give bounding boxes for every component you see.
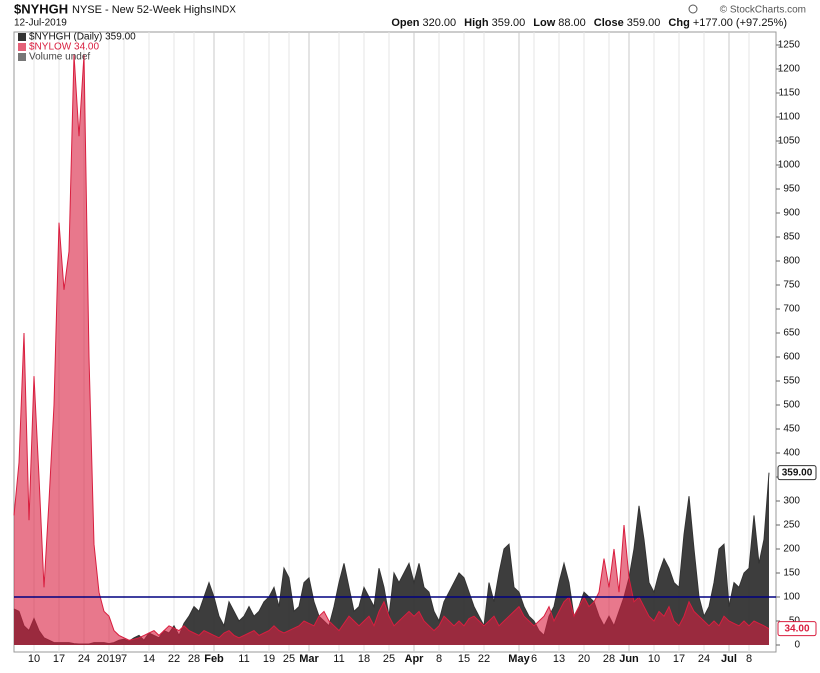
y-tick-label: 550 (783, 376, 800, 387)
area-fill (14, 54, 769, 646)
x-tick-label: May (508, 653, 530, 665)
y-tick-label: 650 (783, 328, 800, 339)
x-tick-label: 20 (578, 653, 590, 665)
legend-label: $NYHGH (Daily) 359.00 (29, 32, 136, 43)
legend-label: $NYLOW 34.00 (29, 42, 99, 53)
x-tick-label: 25 (283, 653, 295, 665)
x-tick-label: 28 (603, 653, 615, 665)
area-line (13, 472, 770, 645)
x-tick-label: 8 (746, 653, 752, 665)
x-tick-label: 14 (143, 653, 155, 665)
x-tick-label: Feb (204, 653, 224, 665)
logo-icon (688, 4, 698, 14)
y-tick-label: 50 (789, 616, 801, 627)
x-tick-label: 24 (78, 653, 90, 665)
x-tick-label: 18 (358, 653, 370, 665)
y-tick-label: 750 (783, 280, 800, 291)
quote-value: 88.00 (558, 17, 586, 29)
x-tick-label: 22 (168, 653, 180, 665)
x-tick-label: Jun (619, 653, 639, 665)
date: 12-Jul-2019 (14, 18, 67, 29)
symbol: $NYHGH (14, 1, 68, 16)
plot-frame (13, 31, 777, 653)
y-tick-label: 250 (783, 520, 800, 531)
x-tick-label: 25 (383, 653, 395, 665)
quote-value: 320.00 (423, 17, 457, 29)
y-tick-label: 0 (794, 640, 800, 651)
quote-label: High (464, 17, 489, 29)
x-tick-label: 15 (458, 653, 470, 665)
legend-swatch (18, 33, 26, 41)
end-label-box (777, 621, 817, 637)
y-tick-label: 1200 (778, 64, 801, 75)
y-tick-label: 400 (783, 448, 800, 459)
x-tick-label: Jul (721, 653, 737, 665)
quote-label: Chg (668, 17, 689, 29)
y-tick-label: 500 (783, 400, 800, 411)
y-tick-label: 800 (783, 256, 800, 267)
description: NYSE - New 52-Week Highs (72, 4, 212, 16)
x-tick-label: 19 (263, 653, 275, 665)
legend-swatch (18, 43, 26, 51)
quote-label: Close (594, 17, 624, 29)
x-tick-label: 17 (53, 653, 65, 665)
quote-label: Open (391, 17, 419, 29)
y-tick-label: 150 (783, 568, 800, 579)
end-label: 34.00 (784, 623, 809, 634)
y-tick-label: 1150 (778, 88, 800, 99)
x-tick-label: 24 (698, 653, 710, 665)
x-tick-label: 8 (436, 653, 442, 665)
x-tick-label: 7 (121, 653, 127, 665)
copyright: © StockCharts.com (720, 5, 806, 16)
y-tick-label: 450 (783, 424, 800, 435)
area-line (13, 54, 770, 641)
quote-value: 359.00 (627, 17, 661, 29)
quote-value: +177.00 (+97.25%) (693, 17, 787, 29)
x-tick-label: 10 (28, 653, 40, 665)
end-label: 359.00 (782, 467, 813, 478)
x-tick-label: 28 (188, 653, 200, 665)
exchange: INDX (212, 5, 236, 16)
x-tick-label: 10 (648, 653, 660, 665)
x-tick-label: 11 (238, 653, 249, 665)
y-tick-label: 1250 (778, 40, 801, 51)
y-tick-label: 300 (783, 496, 800, 507)
y-tick-label: 900 (783, 208, 800, 219)
quote-label: Low (533, 17, 555, 29)
x-tick-label: Mar (299, 653, 319, 665)
x-tick-label: 13 (553, 653, 565, 665)
y-tick-label: 600 (783, 352, 800, 363)
y-tick-label: 200 (783, 544, 800, 555)
quote-value: 359.00 (492, 17, 526, 29)
x-tick-label: 6 (531, 653, 537, 665)
x-tick-label: Apr (405, 653, 425, 665)
y-tick-label: 1000 (778, 160, 801, 171)
y-tick-label: 850 (783, 232, 800, 243)
x-tick-label: 22 (478, 653, 490, 665)
x-tick-label: 17 (673, 653, 685, 665)
end-label-box (777, 465, 817, 481)
plot: 10 17 24 2019 7 14 22 28 Feb 11 19 25 Mar 11 18 25 Apr 8 1… (13, 32, 817, 665)
y-tick-label: 1050 (778, 136, 801, 147)
x-tick-label: 2019 (97, 653, 121, 665)
y-tick-label: 1100 (778, 112, 800, 123)
legend-swatch (18, 53, 26, 61)
y-tick-label: 950 (783, 184, 800, 195)
x-tick-label: 11 (333, 653, 344, 665)
quote: Open 320.00 High 359.00 Low 88.00 Close 359.00 C… (391, 17, 787, 29)
y-tick-label: 700 (783, 304, 800, 315)
y-tick-label: 100 (783, 592, 800, 603)
legend-label: Volume undef (29, 52, 90, 63)
